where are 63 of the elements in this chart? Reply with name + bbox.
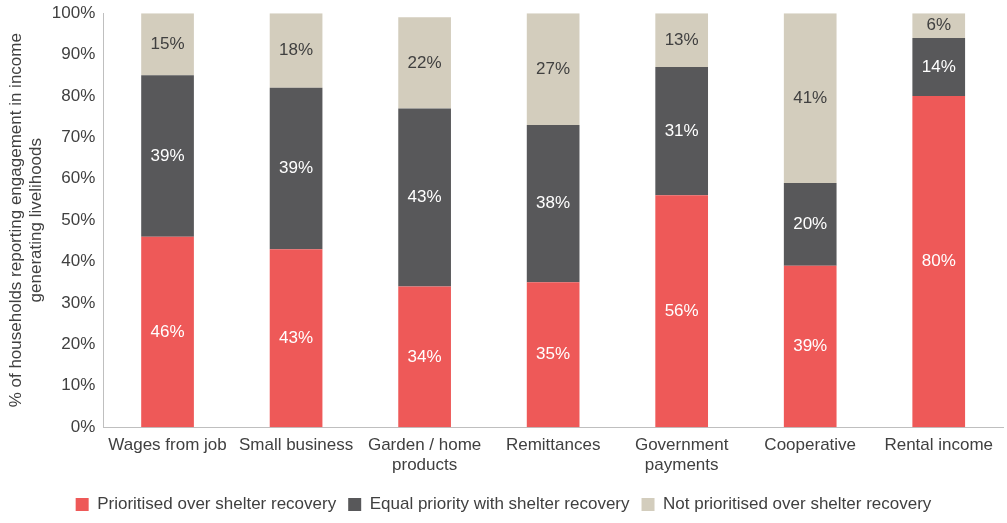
legend-label: Not prioritised over shelter recovery — [663, 494, 932, 514]
data-label: 80% — [921, 251, 956, 271]
bar — [398, 17, 451, 109]
x-tick-label: Government payments — [634, 435, 729, 475]
y-tick-label: 50% — [61, 209, 96, 229]
bar — [526, 13, 580, 125]
data-label: 14% — [921, 56, 956, 76]
x-tick-label: Garden / home products — [367, 435, 482, 475]
bar — [398, 286, 451, 428]
bar — [783, 265, 837, 428]
legend-label: Equal priority with shelter recovery — [369, 494, 631, 514]
y-tick-label: 70% — [61, 127, 96, 147]
bar — [912, 96, 966, 428]
bar — [269, 87, 323, 250]
x-tick-label: Remittances — [505, 435, 601, 455]
bar — [655, 13, 709, 68]
y-tick-label: 80% — [61, 85, 96, 105]
bar — [912, 38, 966, 96]
bar — [526, 124, 580, 283]
y-tick-label: 90% — [61, 44, 96, 64]
y-tick-label: 10% — [61, 375, 96, 395]
legend-label: Prioritised over shelter recovery — [97, 494, 337, 514]
bar — [269, 13, 323, 88]
y-axis-title: % of households reporting engagement in income generating livelihoods — [5, 33, 46, 408]
data-label: 20% — [793, 214, 828, 234]
data-label: 39% — [279, 158, 314, 178]
bar — [783, 13, 837, 183]
data-label: 6% — [926, 15, 952, 35]
data-label: 15% — [150, 33, 185, 53]
data-label: 39% — [150, 145, 185, 165]
x-tick-label: Small business — [238, 435, 354, 455]
bar — [783, 182, 837, 266]
data-label: 41% — [793, 87, 828, 107]
data-label: 35% — [536, 344, 571, 364]
bar — [398, 108, 451, 287]
data-label: 31% — [664, 120, 699, 140]
data-label: 43% — [407, 187, 442, 207]
bar — [269, 249, 323, 428]
x-tick-label: Wages from job — [108, 435, 227, 455]
data-label: 34% — [407, 346, 442, 366]
bar — [141, 75, 194, 237]
y-tick-label: 40% — [61, 251, 96, 271]
bar — [141, 236, 194, 428]
bar — [526, 282, 580, 428]
data-label: 46% — [150, 321, 185, 341]
data-label: 13% — [664, 29, 699, 49]
bar — [655, 67, 709, 196]
data-label: 27% — [536, 58, 571, 78]
y-tick-label: 0% — [70, 416, 96, 436]
bar — [655, 195, 709, 428]
x-tick-label: Rental income — [884, 435, 994, 455]
data-label: 56% — [664, 300, 699, 320]
y-tick-label: 60% — [61, 168, 96, 188]
data-label: 18% — [279, 40, 314, 60]
bar — [141, 13, 194, 76]
data-label: 38% — [536, 193, 571, 213]
data-label: 39% — [793, 336, 828, 356]
x-tick-label: Cooperative — [764, 435, 857, 455]
data-label: 43% — [279, 327, 314, 347]
y-tick-label: 30% — [61, 292, 96, 312]
y-tick-label: 20% — [61, 334, 96, 354]
y-tick-label: 100% — [51, 2, 96, 22]
data-label: 22% — [407, 52, 442, 72]
